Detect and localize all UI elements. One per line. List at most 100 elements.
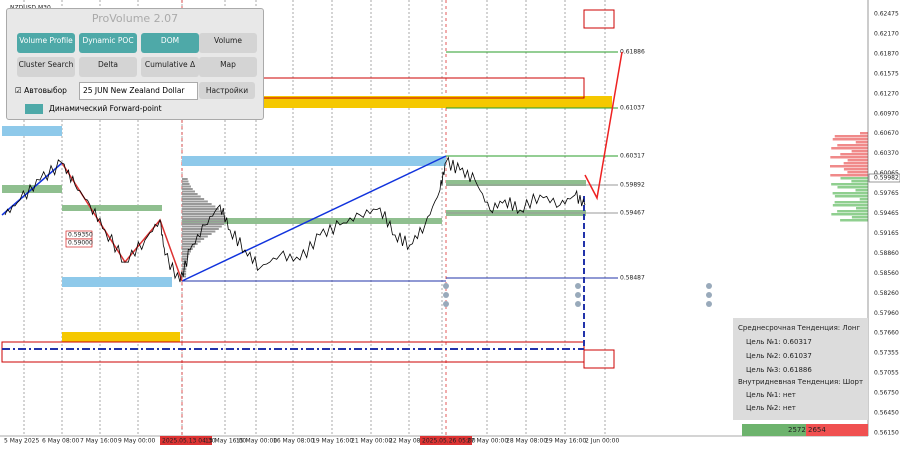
profile-bar	[182, 240, 201, 243]
trend-line	[181, 155, 447, 282]
tool-button[interactable]: Cluster Search	[17, 57, 75, 77]
marker-dot	[706, 301, 712, 307]
zone	[182, 218, 442, 224]
forward-label: Динамический Forward-point	[49, 104, 162, 113]
profile-bar	[182, 215, 226, 218]
price-axis-label: 0.57660	[874, 330, 899, 337]
dom-bar	[855, 189, 868, 192]
profile-bar	[182, 210, 222, 213]
price-axis-label: 0.56150	[874, 429, 899, 436]
price-axis-label: 0.57355	[874, 350, 899, 357]
dom-bar	[837, 210, 868, 213]
trend-box	[733, 318, 868, 420]
dom-bar	[832, 192, 868, 195]
price-axis-label: 0.58560	[874, 270, 899, 277]
volume-buy-label: 2572	[788, 426, 806, 434]
profile-bar	[182, 275, 187, 278]
profile-bar	[182, 233, 212, 235]
chart-label: 0.59000	[68, 240, 93, 247]
dom-bar	[834, 195, 868, 198]
price-axis-label: 0.61270	[874, 90, 899, 97]
volume-sell-label: 2654	[808, 426, 826, 434]
marker-dot	[706, 283, 712, 289]
price-axis-label: 0.58260	[874, 290, 899, 297]
trend-target: Цель №1: нет	[746, 391, 796, 399]
time-highlight	[420, 436, 472, 445]
price-axis-label: 0.61575	[874, 70, 899, 77]
current-price: 0.59982	[874, 175, 899, 182]
trend-target: Цель №1: 0.60317	[746, 338, 812, 346]
price-axis-label: 0.59765	[874, 190, 899, 197]
dom-bar	[840, 153, 868, 156]
dom-bar	[834, 135, 868, 138]
time-axis-label: 13 May 16:00	[205, 438, 246, 445]
profile-bar	[182, 218, 226, 220]
dom-bar	[830, 165, 868, 168]
tool-button[interactable]: Cumulative Δ	[141, 57, 199, 77]
time-axis-label: 27 May 00:00	[467, 438, 508, 445]
price-axis-label: 0.56450	[874, 410, 899, 417]
price-axis-label: 0.60670	[874, 130, 899, 137]
tool-button[interactable]: Volume	[199, 33, 257, 53]
trend-target: Цель №3: 0.61886	[746, 366, 812, 374]
time-highlight	[160, 436, 212, 445]
price-axis-label: 0.60065	[874, 170, 899, 177]
profile-bar	[182, 238, 205, 240]
dom-bar	[831, 183, 868, 186]
dom-bar	[837, 144, 868, 147]
time-axis-label: 15 May 00:00	[236, 438, 277, 445]
time-axis-label: 6 May 08:00	[42, 438, 80, 445]
dom-bar	[840, 177, 868, 180]
forward-toggle[interactable]	[25, 104, 43, 114]
dom-bar	[832, 138, 868, 141]
settings-button[interactable]: Настройки	[199, 82, 255, 99]
tool-button[interactable]: Dynamic POC	[79, 33, 137, 53]
profile-bar	[182, 198, 205, 200]
marker-dot	[706, 292, 712, 298]
dom-bar	[856, 207, 868, 210]
time-axis-label: 7 May 16:00	[80, 438, 118, 445]
price-axis-label: 0.62170	[874, 30, 899, 37]
time-axis-label: 16 May 08:00	[273, 438, 314, 445]
dom-bar	[851, 150, 868, 153]
dom-bar	[847, 171, 868, 174]
checkbox[interactable]: ☑ Автовыбор	[15, 86, 67, 95]
time-axis-label: 2 Jun 00:00	[585, 438, 619, 445]
instrument-select[interactable]: 25 JUN New Zealand Dollar	[79, 82, 198, 100]
price-axis-label: 0.60970	[874, 110, 899, 117]
dom-bar	[843, 168, 868, 171]
price-axis-label: 0.62475	[874, 11, 899, 18]
dom-bar	[832, 204, 868, 207]
volume-sell	[806, 424, 868, 436]
price-axis-label: 0.59465	[874, 210, 899, 217]
zone	[583, 349, 615, 369]
trend-line	[61, 162, 183, 282]
profile-bar	[182, 253, 190, 255]
price-axis-label: 0.60370	[874, 150, 899, 157]
zone	[262, 96, 612, 108]
level-label: 0.59892	[620, 182, 645, 189]
zone	[261, 77, 585, 99]
current-price-box	[868, 173, 900, 183]
time-axis-label: 2025.05.26 05:00	[422, 438, 476, 445]
zone	[62, 205, 162, 211]
dom-bar	[843, 162, 868, 165]
profile-bar	[182, 235, 208, 238]
dom-bar	[859, 198, 868, 201]
marker-dot	[443, 301, 449, 307]
time-axis-label: 29 May 16:00	[545, 438, 586, 445]
dom-bar	[860, 132, 868, 135]
profile-bar	[182, 180, 189, 183]
tool-button[interactable]: Map	[199, 57, 257, 77]
price-axis-label: 0.57960	[874, 310, 899, 317]
profile-bar	[182, 245, 195, 248]
marker-dot	[575, 301, 581, 307]
tool-button[interactable]: DOM	[141, 33, 199, 53]
trend-target: Цель №2: нет	[746, 404, 796, 412]
zone	[2, 126, 62, 136]
trend-title: Среднесрочная Тенденция: Лонг	[738, 324, 860, 332]
tool-button[interactable]: Volume Profile	[17, 33, 75, 53]
profile-bar	[182, 188, 193, 190]
tool-button[interactable]: Delta	[79, 57, 137, 77]
profile-bar	[182, 205, 216, 208]
